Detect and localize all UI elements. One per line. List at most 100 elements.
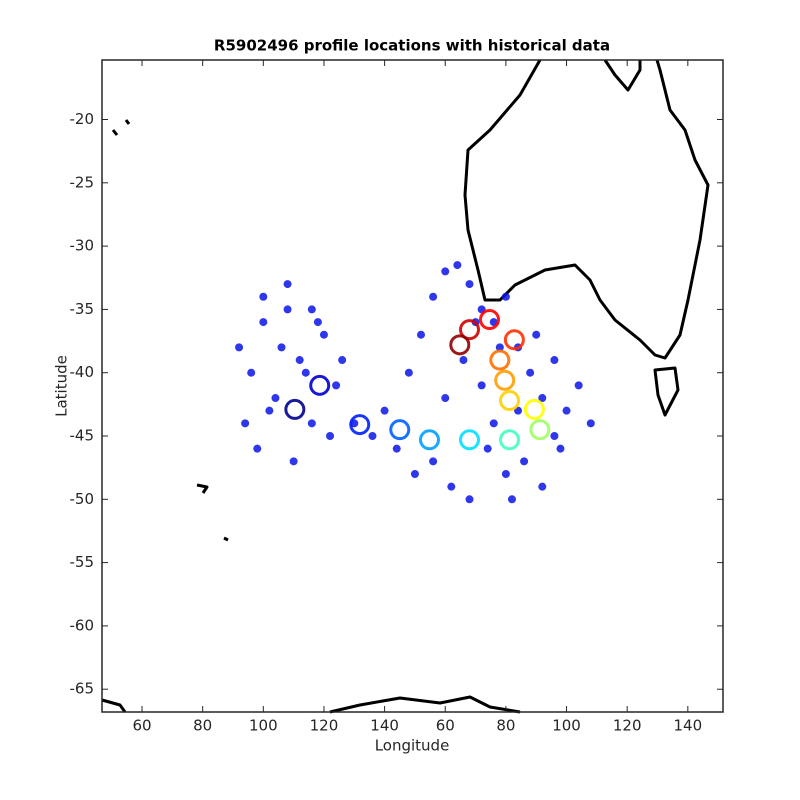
x-tick-label: 60: [436, 717, 455, 735]
x-tick-label: 120: [613, 717, 642, 735]
x-tick-label: 60: [132, 717, 151, 735]
profile-point: [284, 398, 306, 420]
historical-point: [301, 368, 310, 377]
historical-point: [265, 406, 274, 415]
historical-point: [526, 368, 535, 377]
profile-point: [459, 319, 481, 341]
historical-point: [459, 356, 468, 365]
y-tick-label: -40: [70, 363, 95, 381]
historical-point: [550, 356, 559, 365]
historical-point: [495, 343, 504, 352]
y-tick-label: -20: [70, 110, 95, 128]
profile-point: [459, 429, 481, 451]
x-tick-label: 140: [370, 717, 399, 735]
y-tick-label: -45: [70, 427, 95, 445]
historical-point: [271, 394, 280, 403]
y-tick-label: -35: [70, 300, 95, 318]
historical-point: [283, 280, 292, 289]
x-tick-label: 140: [674, 717, 703, 735]
historical-point: [277, 343, 286, 352]
x-tick-label: 100: [552, 717, 581, 735]
historical-point: [235, 343, 244, 352]
historical-point: [538, 394, 547, 403]
profile-point: [503, 329, 525, 351]
historical-point: [483, 444, 492, 453]
historical-point: [368, 432, 377, 441]
y-tick-label: -55: [70, 553, 95, 571]
historical-point: [319, 330, 328, 339]
historical-point: [465, 280, 474, 289]
historical-point: [489, 419, 498, 428]
antarctica: [101, 695, 521, 714]
x-tick-label: 120: [310, 717, 339, 735]
coastline: [101, 59, 710, 714]
profile-point: [494, 369, 516, 391]
historical-point: [259, 292, 268, 301]
historical-point: [307, 305, 316, 314]
historical-point: [259, 318, 268, 327]
historical-point: [574, 381, 583, 390]
y-tick-label: -25: [70, 173, 95, 191]
y-tick-label: -65: [70, 680, 95, 698]
historical-point: [501, 292, 510, 301]
plot-area: [102, 60, 723, 712]
y-tick-label: -60: [70, 616, 95, 634]
historical-point: [380, 406, 389, 415]
historical-point: [326, 432, 335, 441]
historical-point: [307, 419, 316, 428]
x-tick-label: 80: [193, 717, 212, 735]
historical-point: [429, 292, 438, 301]
chart-title: R5902496 profile locations with historic…: [214, 37, 610, 55]
historical-point: [289, 457, 298, 466]
historical-point: [441, 394, 450, 403]
x-axis-label: Longitude: [375, 737, 450, 755]
australia: [463, 59, 710, 360]
historical-point: [507, 495, 516, 504]
profile-point: [479, 309, 501, 331]
historical-point: [538, 482, 547, 491]
historical-point: [253, 444, 262, 453]
profile-point: [489, 349, 511, 371]
historical-point: [586, 419, 595, 428]
historical-point: [313, 318, 322, 327]
historical-point: [447, 482, 456, 491]
profile-point: [449, 334, 471, 356]
y-tick-label: -30: [70, 237, 95, 255]
islands: [111, 119, 229, 542]
historical-point: [332, 381, 341, 390]
historical-point: [520, 457, 529, 466]
profile-point: [349, 414, 371, 436]
historical-point: [501, 469, 510, 478]
profile-point: [389, 419, 411, 441]
historical-point: [556, 444, 565, 453]
profile-point: [499, 429, 521, 451]
historical-point: [562, 406, 571, 415]
historical-point: [465, 495, 474, 504]
historical-point: [338, 356, 347, 365]
tasmania: [653, 366, 680, 417]
historical-point: [295, 356, 304, 365]
historical-point: [477, 381, 486, 390]
profile-point: [499, 390, 521, 412]
historical-point: [441, 267, 450, 276]
profile-point: [529, 419, 551, 441]
historical-point: [453, 261, 462, 270]
x-tick-label: 100: [249, 717, 278, 735]
x-tick-label: 80: [496, 717, 515, 735]
historical-point: [550, 432, 559, 441]
historical-point: [247, 368, 256, 377]
profile-point: [418, 429, 440, 451]
historical-point: [429, 457, 438, 466]
historical-point: [283, 305, 292, 314]
profile-point: [523, 398, 545, 420]
historical-point: [410, 469, 419, 478]
profile-point: [309, 374, 331, 396]
historical-point: [404, 368, 413, 377]
historical-point: [416, 330, 425, 339]
historical-point: [392, 444, 401, 453]
historical-point: [532, 330, 541, 339]
historical-point: [241, 419, 250, 428]
y-axis-label: Latitude: [53, 355, 71, 417]
y-tick-label: -50: [70, 490, 95, 508]
